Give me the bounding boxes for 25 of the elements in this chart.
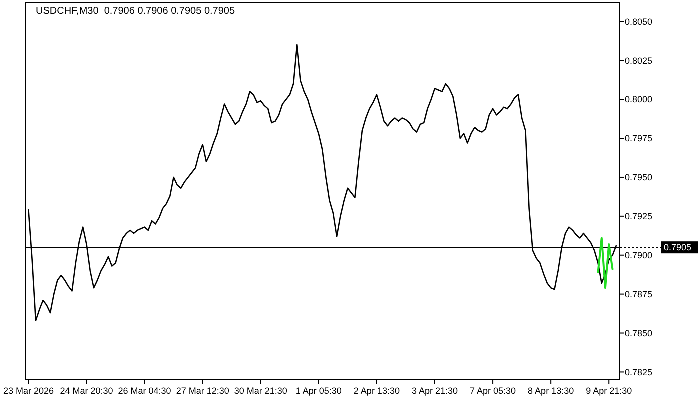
x-tick-label: 27 Mar 12:30 — [176, 386, 230, 396]
ref-line-label: 0.7905 — [664, 242, 692, 253]
x-tick-label: 7 Apr 05:30 — [470, 386, 516, 396]
y-tick-label: 0.8050 — [625, 16, 653, 27]
x-tick-label: 2 Apr 13:30 — [354, 386, 400, 396]
y-tick-label: 0.7850 — [625, 328, 653, 338]
line-series — [597, 237, 614, 290]
y-tick-label: 0.8000 — [625, 94, 653, 105]
x-tick-label: 3 Apr 21:30 — [412, 386, 458, 396]
x-tick-label: 23 Mar 2026 — [3, 386, 54, 396]
x-tick-label: 9 Apr 21:30 — [586, 386, 632, 396]
line-series — [28, 44, 618, 322]
x-tick-label: 26 Mar 04:30 — [118, 386, 172, 396]
y-tick-label: 0.7875 — [625, 289, 653, 300]
x-tick-label: 1 Apr 05:30 — [296, 386, 342, 396]
y-tick-label: 0.7975 — [625, 134, 653, 144]
y-tick-label: 0.7925 — [625, 212, 653, 222]
y-tick-label: 0.8025 — [625, 56, 653, 66]
chart-title: USDCHF,M30 0.7906 0.7906 0.7905 0.7905 — [36, 6, 236, 17]
y-tick-label: 0.7900 — [625, 250, 653, 261]
y-tick-label: 0.7825 — [625, 367, 653, 378]
x-tick-label: 24 Mar 20:30 — [60, 386, 114, 396]
x-tick-label: 30 Mar 21:30 — [234, 386, 288, 396]
y-tick-label: 0.7950 — [625, 172, 653, 183]
x-tick-label: 8 Apr 13:30 — [528, 386, 574, 396]
